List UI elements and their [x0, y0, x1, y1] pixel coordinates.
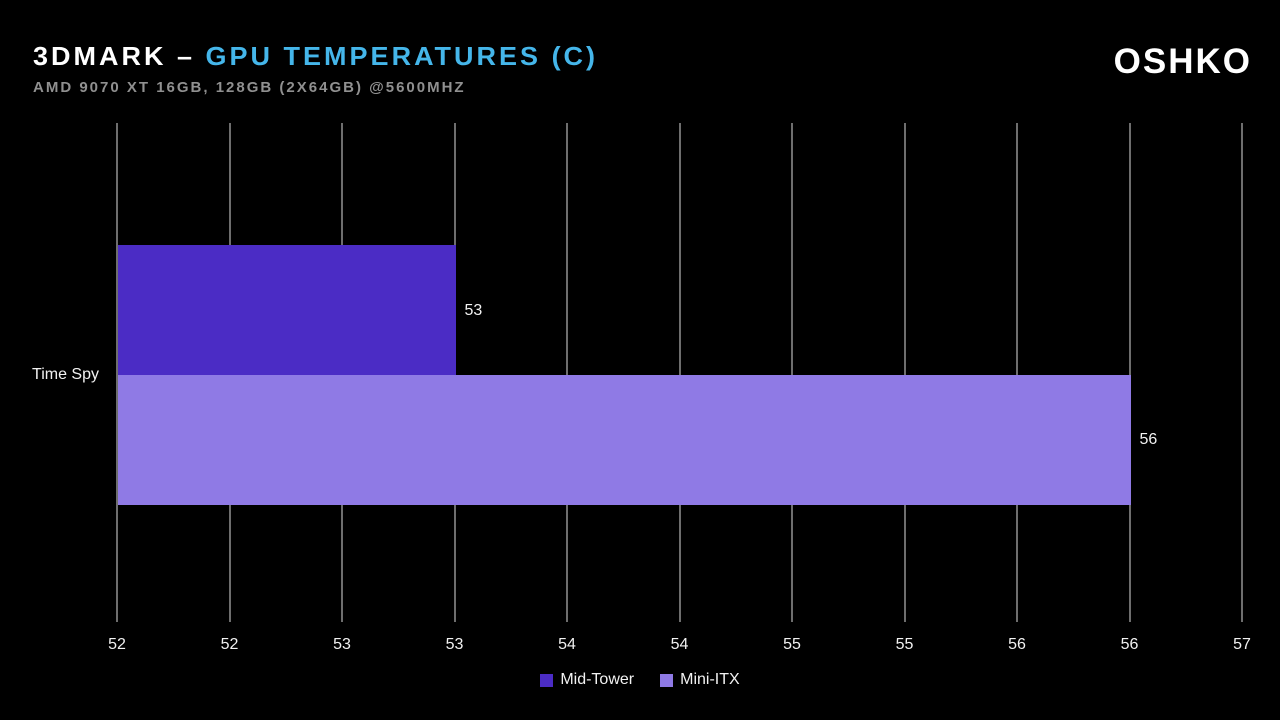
legend: Mid-Tower Mini-ITX [0, 671, 1280, 689]
value-label-mid-tower: 53 [464, 302, 483, 319]
legend-swatch-mini-itx [660, 673, 674, 687]
gridline [566, 123, 568, 622]
gridline [1241, 123, 1243, 622]
chart-title: 3DMARK – GPU TEMPERATURES (C) [33, 42, 598, 71]
x-tick-label: 57 [1233, 636, 1251, 653]
oshko-logo: OSHKO [1113, 42, 1252, 81]
x-tick-label: 52 [108, 636, 126, 653]
title-block: 3DMARK – GPU TEMPERATURES (C) AMD 9070 X… [33, 42, 598, 96]
legend-swatch-mid-tower [540, 673, 554, 687]
value-label-mini-itx: 56 [1139, 431, 1158, 448]
category-label-time-spy: Time Spy [32, 366, 99, 383]
gridline [679, 123, 680, 622]
legend-item-mid-tower: Mid-Tower [540, 671, 634, 689]
bar-mid-tower [118, 245, 456, 375]
gridline [116, 123, 118, 622]
x-tick-label: 53 [445, 636, 464, 653]
x-tick-label: 56 [1008, 636, 1026, 653]
bar-mini-itx [118, 375, 1131, 505]
gridline [1016, 123, 1018, 622]
gridline [1129, 123, 1130, 622]
gridline [904, 123, 905, 622]
legend-item-mini-itx: Mini-ITX [660, 671, 740, 689]
gridline [791, 123, 793, 622]
title-accent: GPU TEMPERATURES (C) [205, 42, 599, 71]
plot-area: 53 56 [116, 123, 1243, 622]
x-tick-label: 55 [895, 636, 914, 653]
title-main: 3DMARK – [33, 42, 196, 71]
x-axis-tick-labels: 52 52 53 53 54 54 55 55 56 56 57 [108, 636, 1251, 658]
x-tick-label: 52 [220, 636, 239, 653]
legend-label-mid-tower: Mid-Tower [560, 671, 635, 688]
x-tick-label: 53 [333, 636, 351, 653]
x-tick-label: 54 [670, 636, 689, 653]
x-tick-label: 55 [783, 636, 801, 653]
legend-label-mini-itx: Mini-ITX [680, 671, 740, 688]
chart-subtitle: AMD 9070 XT 16GB, 128GB (2X64GB) @5600MH… [33, 79, 466, 96]
x-tick-label: 54 [558, 636, 576, 653]
x-tick-label: 56 [1120, 636, 1139, 653]
